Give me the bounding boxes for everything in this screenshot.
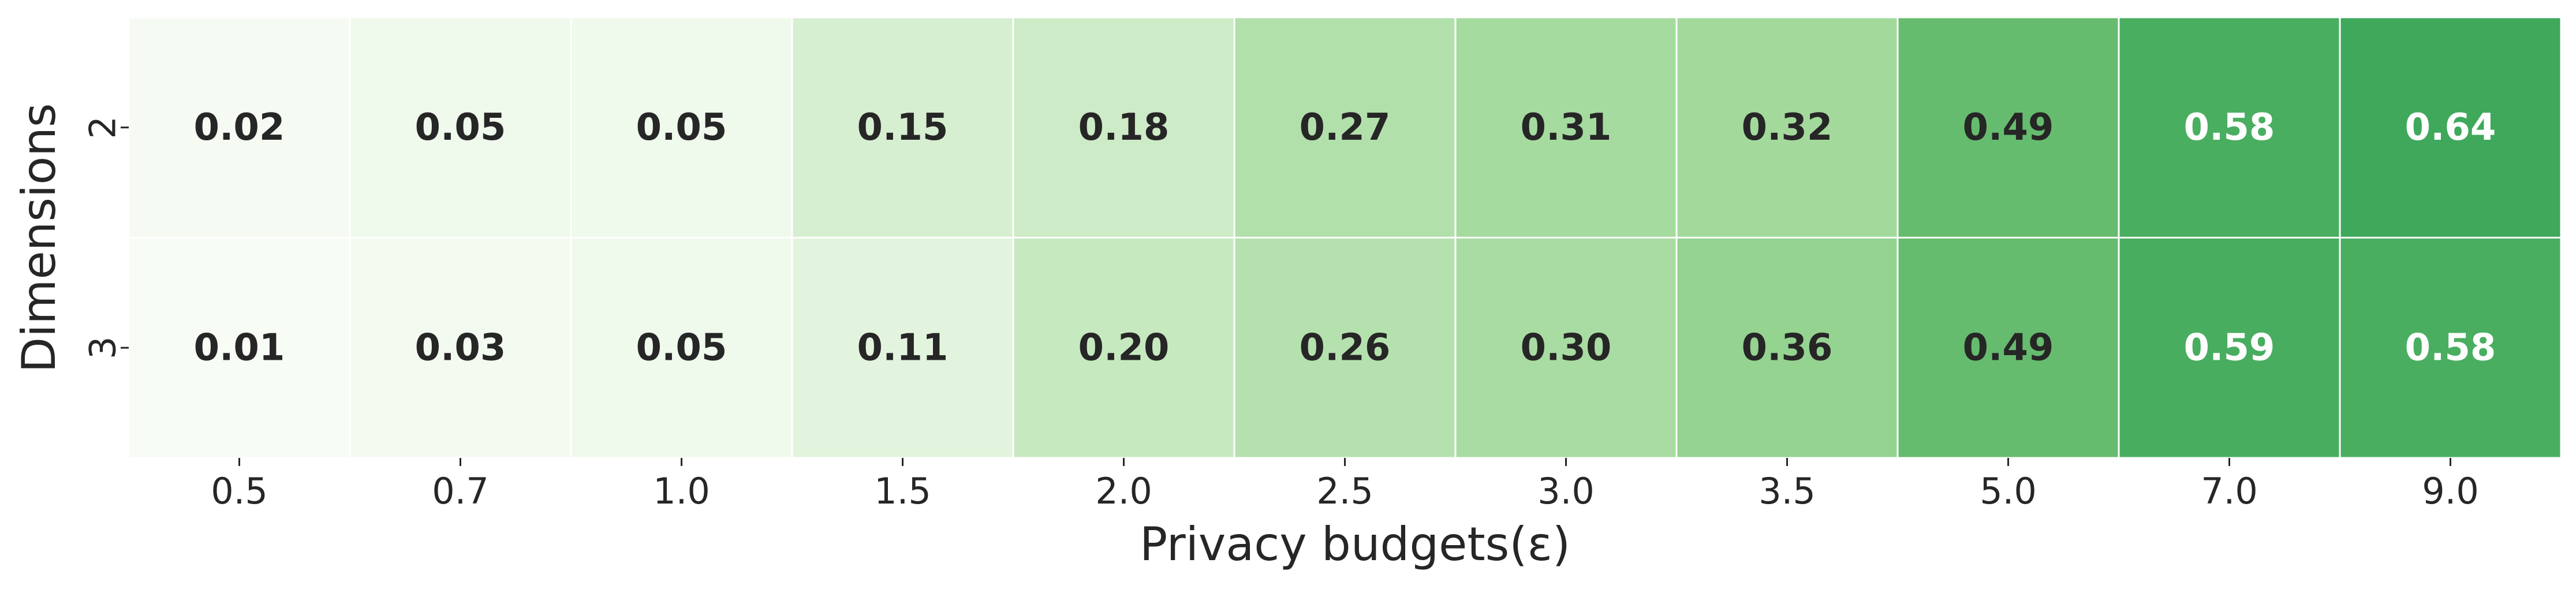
x-tick-label: 2.5 [1316,470,1373,512]
heatmap-cell [349,16,572,238]
heatmap-cells: 0.02 0.05 0.05 0.15 0.18 0.27 0.31 0.32 0.49 0.58… [128,16,2562,459]
cell-value-label: 0.11 [857,326,949,369]
heatmap-cell [2118,16,2341,238]
cell-value-label: 0.49 [1963,106,2054,149]
x-tick-label: 9.0 [2422,470,2479,512]
y-tick-label: 3 [82,337,124,359]
x-tick-label: 3.5 [1759,470,1816,512]
x-tick-label: 0.5 [211,470,268,512]
heatmap-cell [1233,237,1457,459]
cell-value-label: 0.26 [1300,326,1391,369]
x-tick-label: 2.0 [1095,470,1152,512]
cell-value-label: 0.30 [1521,326,1612,369]
heatmap-cell [128,16,351,238]
x-tick-label: 0.7 [432,470,489,512]
y-axis-label: Dimensions [12,103,66,373]
cell-value-label: 0.64 [2405,106,2496,149]
x-axis-ticks: 0.5 0.7 1.0 1.5 2.0 2.5 3.0 3.5 5.0 7.0 9.0 [211,458,2479,512]
heatmap-cell [791,237,1014,459]
cell-value-label: 0.18 [1078,106,1170,149]
heatmap-cell [2118,237,2341,459]
y-axis-ticks: 23 [82,116,129,359]
cell-value-label: 0.01 [194,326,285,369]
heatmap-cell [349,237,572,459]
heatmap-cell [2339,16,2562,238]
heatmap-cell [570,16,793,238]
heatmap-cell [1896,237,2120,459]
cell-value-label: 0.20 [1078,326,1170,369]
heatmap-cell [1675,237,1899,459]
cell-value-label: 0.36 [1742,326,1833,369]
heatmap-cell [1454,237,1678,459]
cell-value-label: 0.31 [1521,106,1612,149]
cell-value-label: 0.02 [194,106,285,149]
cell-value-label: 0.58 [2405,326,2496,369]
cell-value-label: 0.32 [1742,106,1833,149]
x-tick-label: 1.5 [874,470,931,512]
x-tick-label: 3.0 [1537,470,1595,512]
cell-value-label: 0.05 [636,106,727,149]
heatmap-cell [1012,237,1235,459]
x-tick-label: 7.0 [2201,470,2258,512]
heatmap-cell [791,16,1014,238]
cell-value-label: 0.27 [1300,106,1391,149]
cell-value-label: 0.05 [636,326,727,369]
y-tick-label: 2 [82,116,124,139]
cell-value-label: 0.58 [2184,106,2275,149]
cell-value-label: 0.59 [2184,326,2275,369]
heatmap-cell [1233,16,1457,238]
x-axis-label: Privacy budgets(ε) [1140,517,1570,571]
x-tick-label: 1.0 [653,470,710,512]
heatmap-cell [128,237,351,459]
cell-value-label: 0.05 [415,106,506,149]
cell-value-label: 0.15 [857,106,949,149]
heatmap-cell [1675,16,1899,238]
heatmap-cell [1012,16,1235,238]
x-tick-label: 5.0 [1980,470,2037,512]
heatmap-cell [570,237,793,459]
cell-value-label: 0.49 [1963,326,2054,369]
cell-value-label: 0.03 [415,326,506,369]
heatmap-cell [2339,237,2562,459]
